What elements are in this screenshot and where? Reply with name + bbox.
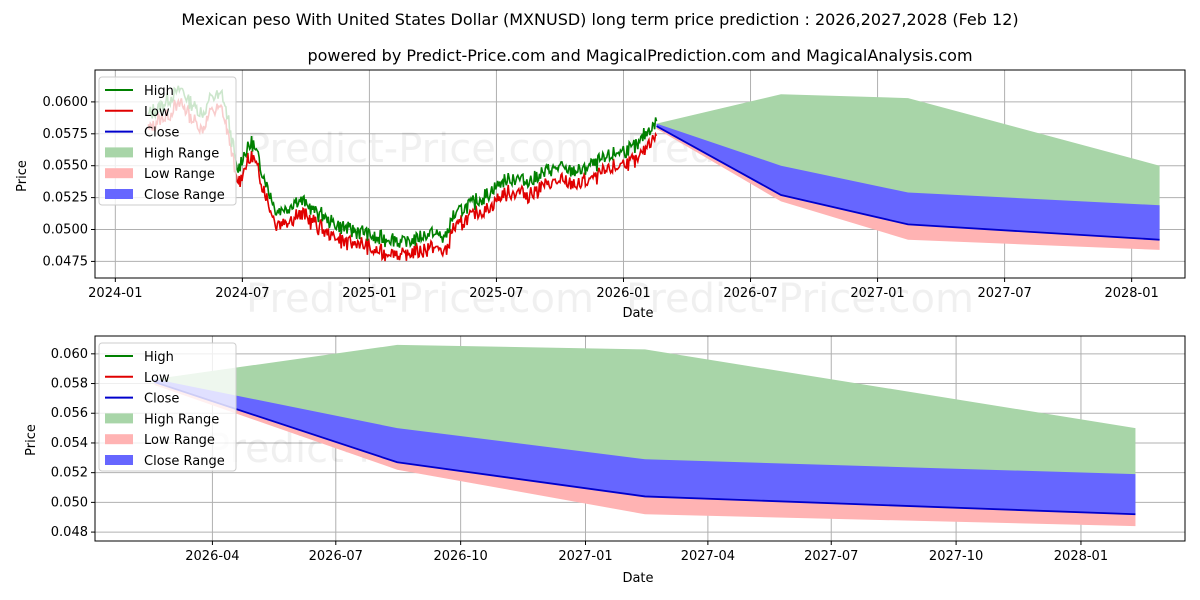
x-tick-label: 2025-07 (469, 286, 523, 301)
bottom-ylabel: Price (24, 424, 39, 456)
legend-label-low-range: Low Range (144, 167, 215, 182)
top-ylabel: Price (15, 160, 30, 192)
x-tick-label: 2026-07 (309, 549, 363, 564)
legend-label-high: High (144, 350, 174, 365)
close-forecast-line (154, 381, 1136, 516)
y-tick-label: 0.0475 (43, 254, 89, 269)
y-tick-label: 0.0525 (43, 191, 89, 206)
x-tick-label: 2027-01 (850, 286, 904, 301)
legend-label-close: Close (144, 126, 179, 141)
y-tick-label: 0.052 (51, 466, 88, 481)
top-ticks: 0.0475 0.0500 0.0525 0.0550 0.0575 0.0600 2024… (43, 95, 1159, 301)
x-tick-label: 2026-07 (723, 286, 777, 301)
y-tick-label: 0.058 (51, 377, 88, 392)
x-tick-label: 2027-04 (681, 549, 735, 564)
legend-swatch-high-range (105, 147, 133, 158)
top-watermark-1: Predict-Price.com (246, 126, 594, 172)
bottom-series (154, 344, 1136, 527)
legend-swatch-high-range (105, 413, 133, 424)
close-range-band (154, 379, 1136, 515)
legend-label-close-range: Close Range (144, 454, 225, 469)
x-tick-label: 2025-01 (342, 286, 396, 301)
top-xlabel: Date (622, 306, 653, 321)
top-watermark-3: Predict-Price.com (246, 276, 594, 322)
top-series (147, 85, 1160, 262)
bottom-legend: High Low Close High Range Low Range Close Ran… (98, 342, 237, 472)
chart-title: Mexican peso With United States Dollar (… (181, 10, 1018, 29)
legend-box (98, 342, 237, 472)
legend-label-high-range: High Range (144, 412, 219, 427)
legend-label-high: High (144, 84, 174, 99)
legend-swatch-close-range (105, 189, 133, 199)
bottom-ticks: 0.048 0.050 0.052 0.054 0.056 0.058 0.060 2026-… (51, 347, 1108, 564)
close-forecast-line (656, 125, 1160, 241)
chart-subtitle: powered by Predict-Price.com and Magical… (307, 46, 972, 65)
bottom-axes-frame (94, 335, 1186, 542)
legend-label-close-range: Close Range (144, 188, 225, 203)
x-tick-label: 2027-10 (929, 549, 983, 564)
top-legend: High Low Close High Range Low Range Close Ran… (98, 76, 237, 206)
legend-swatch-low-range (105, 168, 133, 179)
x-tick-label: 2026-01 (596, 286, 650, 301)
top-axes-frame (94, 69, 1186, 279)
x-tick-label: 2026-10 (433, 549, 487, 564)
legend-label-low-range: Low Range (144, 433, 215, 448)
y-tick-label: 0.060 (51, 347, 88, 362)
y-tick-label: 0.048 (51, 525, 88, 540)
legend-label-low: Low (144, 105, 170, 120)
legend-box (98, 76, 237, 206)
legend-label-high-range: High Range (144, 146, 219, 161)
y-tick-label: 0.056 (51, 406, 88, 421)
x-tick-label: 2024-01 (88, 286, 142, 301)
y-tick-label: 0.050 (51, 495, 88, 510)
legend-swatch-low-range (105, 434, 133, 445)
x-tick-label: 2026-04 (185, 549, 239, 564)
y-tick-label: 0.0550 (43, 159, 89, 174)
x-tick-label: 2024-07 (215, 286, 269, 301)
legend-swatch-close-range (105, 455, 133, 465)
y-tick-label: 0.054 (51, 436, 88, 451)
x-tick-label: 2028-01 (1104, 286, 1158, 301)
bottom-xlabel: Date (622, 571, 653, 586)
x-tick-label: 2027-07 (977, 286, 1031, 301)
close-range-band (656, 123, 1160, 240)
x-tick-label: 2028-01 (1054, 549, 1108, 564)
legend-label-low: Low (144, 371, 170, 386)
y-tick-label: 0.0500 (43, 223, 89, 238)
bottom-chart: Predict-Price.com Predict-Price.com 0.04… (24, 335, 1186, 586)
y-tick-label: 0.0600 (43, 95, 89, 110)
top-watermark-4: Predict-Price.com (626, 276, 974, 322)
x-tick-label: 2027-01 (558, 549, 612, 564)
legend-label-close: Close (144, 392, 179, 407)
x-tick-label: 2027-07 (804, 549, 858, 564)
top-chart: Predict-Price.com Predict-Price.com Pred… (15, 69, 1186, 322)
y-tick-label: 0.0575 (43, 127, 89, 142)
